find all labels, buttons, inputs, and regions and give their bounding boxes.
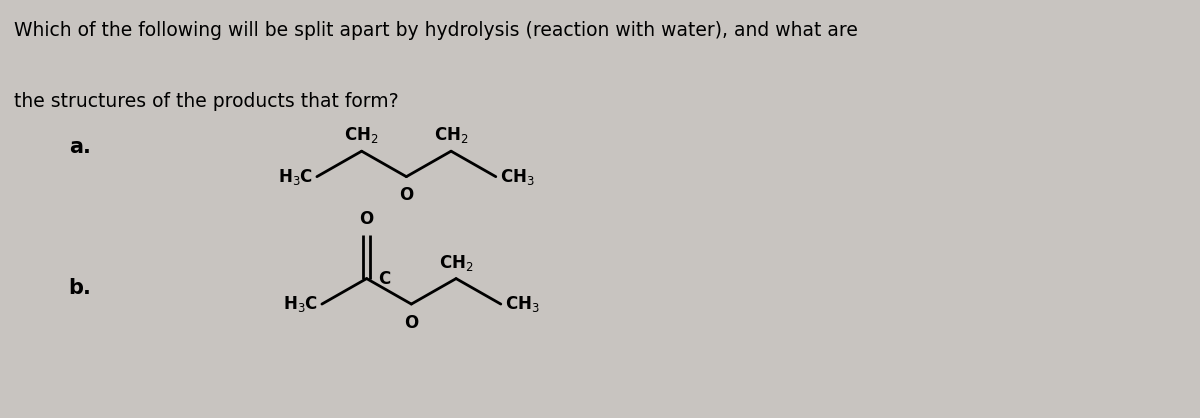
Text: H$_3$C: H$_3$C [277, 167, 313, 187]
Text: O: O [404, 314, 419, 332]
Text: O: O [400, 186, 414, 204]
Text: CH$_2$: CH$_2$ [344, 125, 379, 145]
Text: CH$_2$: CH$_2$ [439, 253, 473, 273]
Text: the structures of the products that form?: the structures of the products that form… [14, 92, 400, 111]
Text: b.: b. [68, 278, 91, 298]
Text: H$_3$C: H$_3$C [283, 294, 318, 314]
Text: CH$_2$: CH$_2$ [434, 125, 468, 145]
Text: a.: a. [68, 137, 90, 157]
Text: Which of the following will be split apart by hydrolysis (reaction with water), : Which of the following will be split apa… [14, 21, 858, 40]
Text: CH$_3$: CH$_3$ [499, 167, 534, 187]
Text: O: O [360, 210, 373, 228]
Text: CH$_3$: CH$_3$ [505, 294, 540, 314]
Text: C: C [378, 270, 391, 288]
